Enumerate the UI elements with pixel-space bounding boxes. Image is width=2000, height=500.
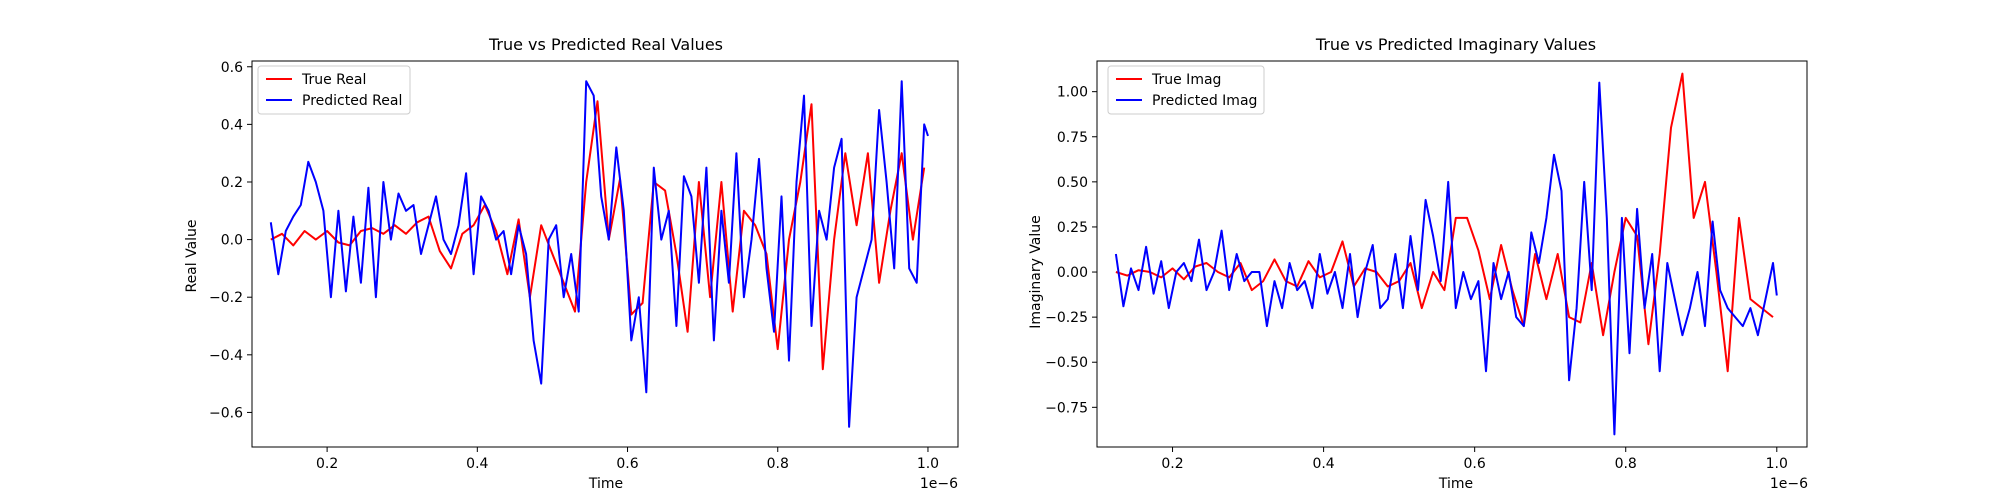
y-axis-label: Real Value [184, 219, 200, 292]
y-tick-label: −0.25 [1045, 310, 1088, 326]
series-line-predicted-imag [1114, 81, 1778, 436]
x-tick-label: 0.6 [616, 456, 638, 472]
x-tick-label: 0.6 [1464, 456, 1486, 472]
legend-box [1107, 65, 1265, 115]
y-tick-label: −0.75 [1045, 400, 1088, 416]
y-tick-label: 0.4 [221, 117, 243, 133]
x-tick-label: 0.4 [466, 456, 488, 472]
y-tick-label: 0.75 [1057, 130, 1088, 146]
axes-frame [251, 60, 959, 448]
legend-label-predicted-imag: Predicted Imag [1152, 93, 1257, 109]
y-tick-label: 0.00 [1057, 265, 1088, 281]
y-tick-label: 0.0 [221, 233, 243, 249]
plot-area: 0.2 0.4 0.6 0.8 1.0 −0.75 −0.50 −0.25 0.00 0.25 0.… [1045, 60, 1808, 472]
x-axis-label: Time [1438, 476, 1473, 492]
x-tick-label: 0.2 [316, 456, 338, 472]
plot-area: 0.2 0.4 0.6 0.8 1.0 −0.6 −0.4 −0.2 0.0 0.2 0.4 0.6 [209, 60, 959, 472]
y-tick-label: 0.50 [1057, 175, 1088, 191]
x-tick-label: 0.8 [1615, 456, 1637, 472]
x-offset-label: 1e−6 [920, 476, 958, 492]
y-tick-label: −0.50 [1045, 355, 1088, 371]
y-tick-label: 1.00 [1057, 85, 1088, 101]
y-tick-label: 0.2 [221, 175, 243, 191]
x-tick-label: 0.2 [1161, 456, 1183, 472]
imaginary-values-chart: True vs Predicted Imaginary Values Time … [1028, 35, 1808, 492]
x-tick-label: 1.0 [1766, 456, 1788, 472]
real-values-chart: True vs Predicted Real Values Time Real … [184, 35, 959, 492]
legend-label-true-real: True Real [301, 72, 366, 88]
y-tick-label: 0.25 [1057, 220, 1088, 236]
chart-title: True vs Predicted Real Values [488, 35, 723, 54]
series-line-predicted-real [269, 80, 929, 428]
legend: True Real Predicted Real [257, 65, 411, 115]
legend-label-true-imag: True Imag [1151, 72, 1221, 88]
y-axis-label: Imaginary Value [1028, 215, 1044, 329]
legend-box [257, 65, 411, 115]
series-line-true-imag [1115, 72, 1774, 373]
x-axis-label: Time [588, 476, 623, 492]
x-tick-label: 0.8 [767, 456, 789, 472]
x-tick-label: 1.0 [917, 456, 939, 472]
x-offset-label: 1e−6 [1770, 476, 1808, 492]
legend-label-predicted-real: Predicted Real [302, 93, 402, 109]
y-tick-label: −0.2 [209, 290, 243, 306]
y-tick-label: 0.6 [221, 60, 243, 76]
y-tick-label: −0.6 [209, 405, 243, 421]
legend: True Imag Predicted Imag [1107, 65, 1265, 115]
x-tick-label: 0.4 [1312, 456, 1334, 472]
axes-frame [1096, 60, 1808, 448]
y-tick-label: −0.4 [209, 348, 243, 364]
chart-title: True vs Predicted Imaginary Values [1315, 35, 1596, 54]
